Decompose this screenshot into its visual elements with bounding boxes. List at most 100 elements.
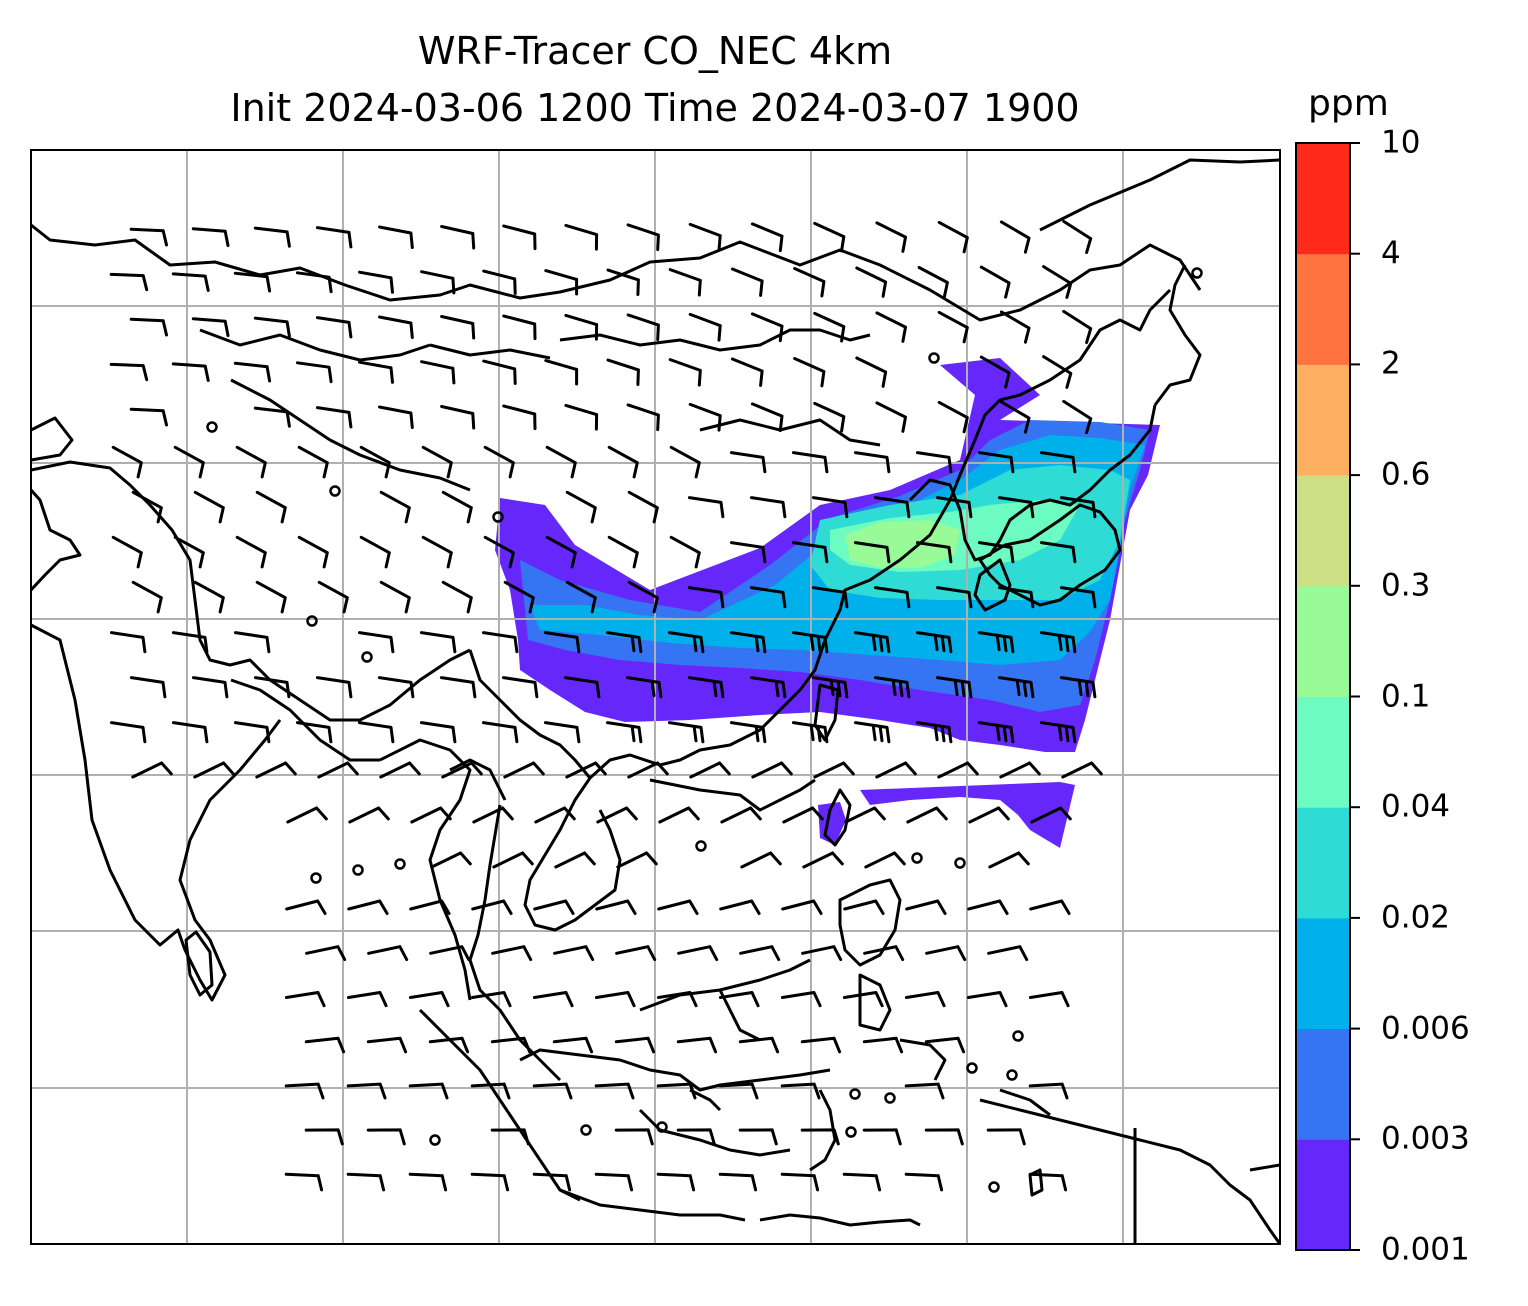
wind-barb: [676, 1036, 718, 1054]
wind-barb: [481, 721, 519, 744]
figure-title-line1: WRF-Tracer CO_NEC 4km: [417, 29, 893, 73]
wind-barb: [502, 404, 537, 431]
wind-barb: [729, 451, 767, 474]
wind-barb: [295, 721, 333, 744]
wind-barb: [129, 407, 168, 427]
wind-barb: [1062, 219, 1093, 254]
wind-barb: [346, 1172, 386, 1192]
wind-barb: [255, 580, 287, 614]
colorbar-band: [1296, 253, 1350, 365]
wind-barb: [109, 362, 149, 382]
wind-barb: [875, 761, 917, 779]
wind-barb: [366, 1036, 408, 1054]
wind-barb: [687, 676, 725, 699]
wind-barb: [297, 535, 329, 569]
wind-barb: [873, 586, 911, 609]
wind-barb: [924, 1128, 964, 1146]
wind-barb: [171, 631, 209, 654]
wind-barb: [564, 223, 599, 251]
wind-barb: [366, 1128, 406, 1146]
wind-barb: [305, 945, 347, 962]
wind-barb: [627, 580, 659, 614]
wind-barb: [532, 991, 574, 1008]
calm-wind-marker: [966, 1062, 978, 1074]
wind-barb: [284, 1172, 324, 1192]
wind-barb: [503, 761, 545, 779]
wind-barb: [255, 761, 297, 779]
wind-barb: [676, 1128, 716, 1146]
wind-barb: [429, 945, 471, 962]
wind-barb: [481, 631, 519, 654]
wind-barb: [410, 806, 452, 824]
wind-barb: [937, 220, 969, 254]
wind-barb: [999, 761, 1041, 779]
wind-barb: [502, 224, 537, 251]
wind-barb: [937, 310, 969, 344]
wind-barb: [564, 403, 599, 431]
colorbar-band: [1296, 585, 1350, 697]
wind-barb: [233, 721, 271, 744]
calm-wind-marker: [656, 1121, 668, 1133]
wind-barb: [791, 631, 829, 654]
calm-wind-marker: [361, 651, 373, 663]
wind-barb: [253, 676, 291, 699]
wind-barb: [1039, 451, 1077, 474]
calm-wind-marker: [394, 858, 406, 870]
wind-barb: [193, 580, 225, 614]
wind-barb: [904, 1082, 945, 1100]
wind-barb: [607, 445, 639, 479]
colorbar-tick-label: 0.04: [1381, 788, 1451, 825]
wind-barb: [979, 355, 1011, 389]
wind-barb: [594, 1172, 634, 1192]
colorbar-band: [1296, 1028, 1350, 1140]
wind-barb: [997, 496, 1035, 519]
wind-barb: [627, 490, 659, 524]
wind-barb: [297, 445, 329, 479]
wind-barb: [873, 496, 911, 519]
wind-barb: [687, 496, 725, 519]
wind-barb: [1029, 899, 1071, 915]
wind-barb: [669, 445, 701, 479]
wind-barb: [842, 1172, 882, 1192]
wind-barb: [472, 806, 514, 824]
wind-barb: [1039, 721, 1077, 744]
wind-barb: [131, 761, 173, 779]
wind-barb: [367, 945, 409, 962]
wind-barb: [719, 899, 761, 915]
wind-barb: [470, 991, 512, 1008]
wind-barb: [109, 631, 147, 654]
wind-barb: [193, 490, 225, 524]
wind-barb: [492, 851, 534, 869]
wind-barb: [111, 535, 143, 569]
wind-barb: [979, 265, 1011, 299]
calm-wind-marker: [954, 857, 966, 869]
wind-barb: [625, 676, 663, 699]
wind-barb: [853, 631, 891, 654]
wind-barb: [440, 315, 476, 340]
wind-barb: [986, 1128, 1026, 1146]
wind-barb: [173, 445, 205, 479]
wind-barb: [605, 631, 643, 654]
colorbar-tick-label: 0.02: [1381, 899, 1451, 936]
wind-barb: [862, 1036, 904, 1054]
wind-barb: [543, 721, 581, 744]
wind-barb: [171, 272, 210, 292]
calm-wind-marker: [1012, 1030, 1024, 1042]
wind-barb: [740, 851, 782, 869]
wind-barb: [420, 360, 456, 385]
colorbar-band: [1296, 364, 1350, 476]
wind-barb: [191, 317, 230, 338]
wind-barb: [358, 360, 394, 384]
wind-barb: [750, 312, 784, 343]
wind-barb: [131, 490, 163, 524]
wind-barb: [1059, 676, 1097, 699]
wind-barb: [470, 1082, 511, 1100]
wind-barb: [1028, 991, 1070, 1008]
wind-barb: [378, 315, 414, 339]
wind-barb: [255, 490, 287, 524]
wind-barb: [317, 580, 349, 614]
wind-barb: [563, 676, 601, 699]
wind-barb: [791, 451, 829, 474]
wind-barb: [935, 586, 973, 609]
wind-barb: [667, 631, 705, 654]
